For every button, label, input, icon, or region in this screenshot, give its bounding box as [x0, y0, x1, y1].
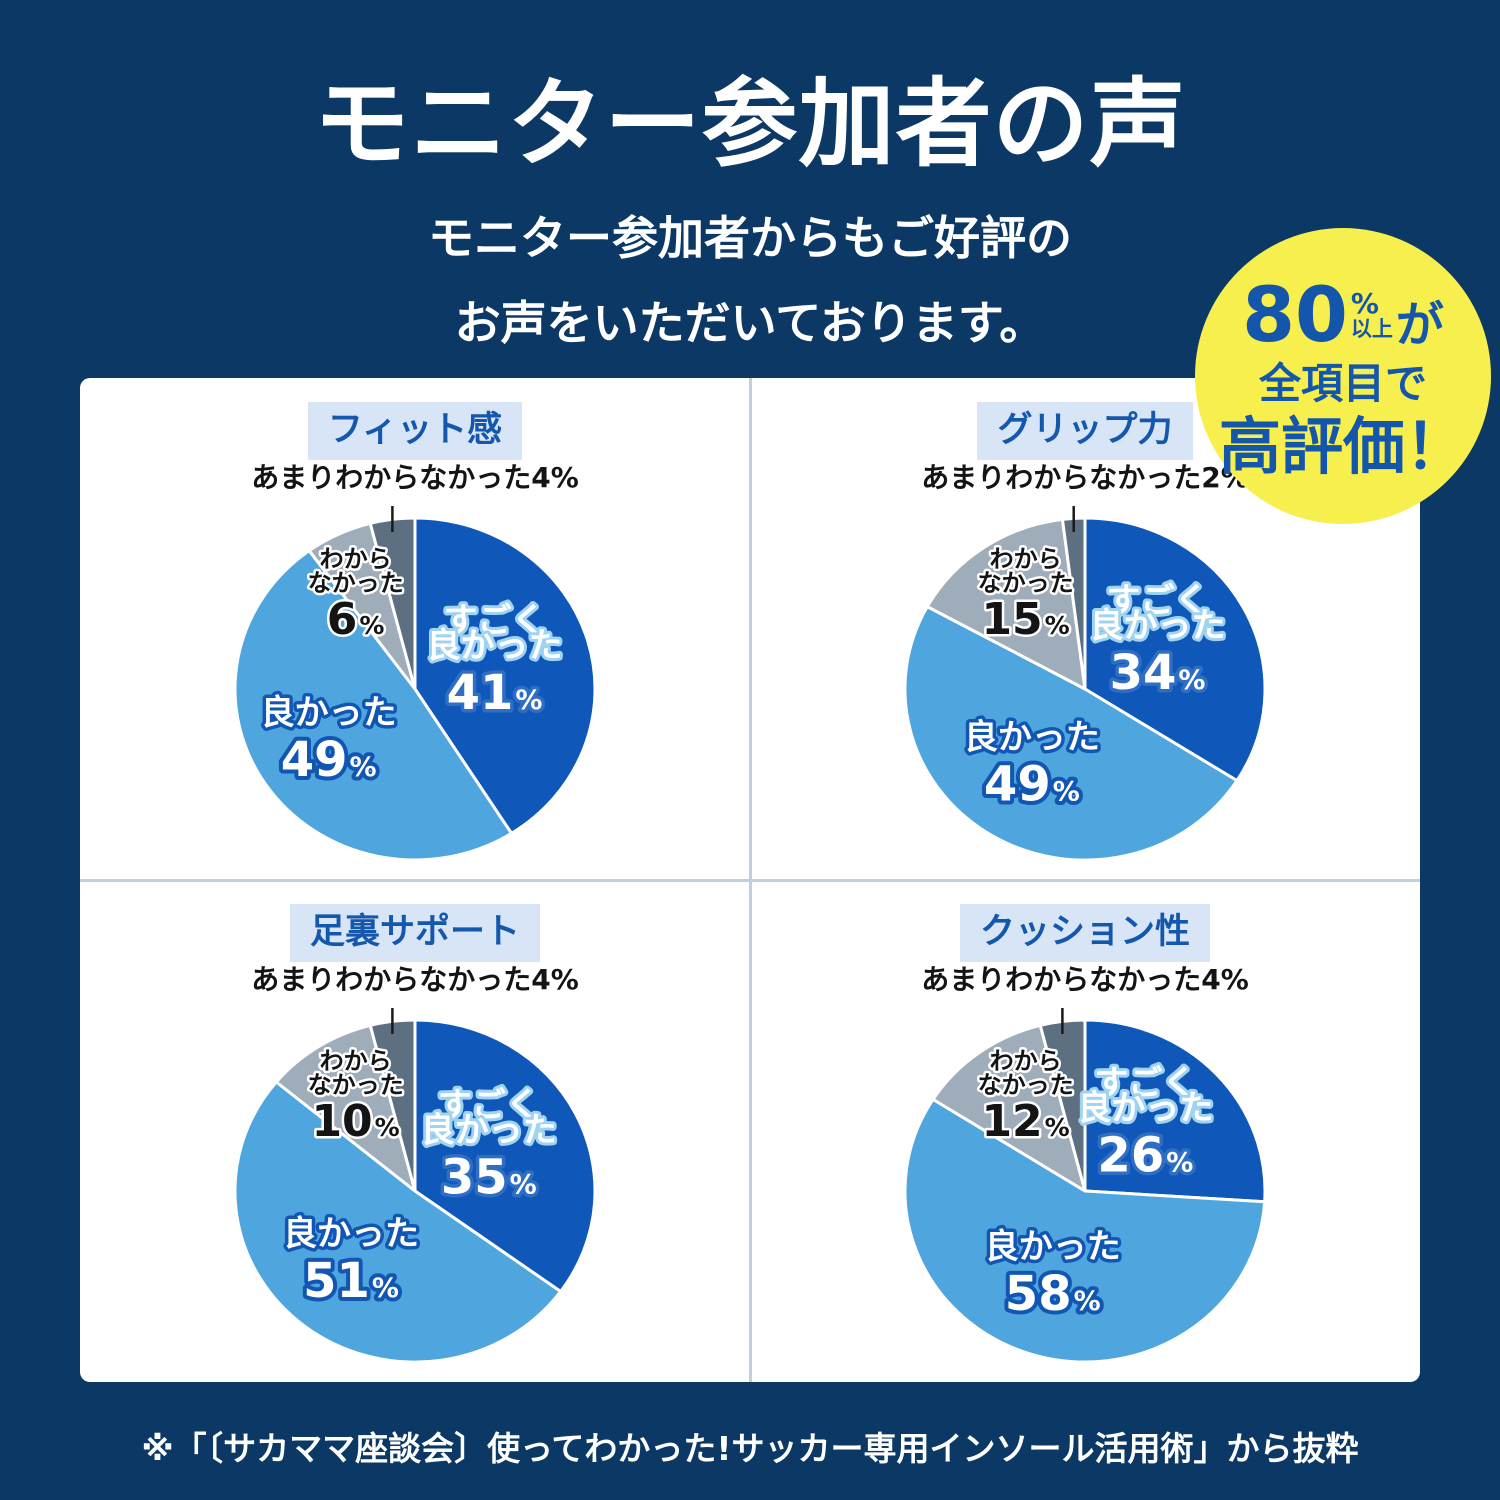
pie-slice-1 — [233, 1080, 563, 1364]
slice-label: 良かった — [985, 1227, 1121, 1267]
pie-slice-2 — [925, 517, 1087, 691]
slice-label: 良かった — [261, 693, 397, 733]
slice-value: 15% — [981, 594, 1069, 645]
slice-value: 51% — [303, 1253, 399, 1309]
chart-quadrant-cushioning: クッション性 あまりわからなかった4% すごく 良かった 26% 良かった 58% わから… — [750, 880, 1420, 1382]
page-title: モニター参加者の声 — [313, 68, 1187, 180]
slice-label: なかった — [308, 1071, 404, 1099]
badge-line-3: 高評価！ — [1218, 410, 1467, 483]
slice-value: 6% — [327, 594, 385, 645]
slice-label: なかった — [978, 1071, 1074, 1099]
subtitle: モニター参加者からもご好評の お声をいただいております。 — [0, 196, 1500, 366]
badge-line-2: 全項目で — [1258, 358, 1427, 408]
annotation-label: あまりわからなかった4% — [251, 962, 579, 996]
slice-label: なかった — [978, 569, 1074, 597]
slice-label: 良かった — [421, 1110, 557, 1150]
slice-label: すごく — [444, 601, 546, 641]
slice-label: わから — [990, 545, 1062, 573]
slice-label: わから — [320, 1047, 392, 1075]
subtitle-line-2: お声をいただいております。 — [454, 296, 1046, 351]
chart-title-chip: フィット感 — [307, 402, 523, 460]
horizontal-divider — [80, 878, 1420, 882]
slice-label: すごく — [1107, 581, 1209, 621]
slice-value: 49% — [281, 732, 377, 788]
slice-value: 35% — [441, 1149, 537, 1205]
subtitle-line-1: モニター参加者からもご好評の — [428, 211, 1072, 265]
slice-label: わから — [320, 545, 392, 573]
badge-unit-stack: % 以上 — [1350, 287, 1393, 342]
chart-title-chip: クッション性 — [959, 904, 1210, 962]
slice-label: なかった — [308, 569, 404, 597]
annotation-label: あまりわからなかった4% — [921, 962, 1249, 996]
slice-label: 良かった — [427, 626, 563, 666]
chart-quadrant-sole-support: 足裏サポート あまりわからなかった4% すごく 良かった 35% 良かった 51% わから… — [80, 880, 750, 1382]
badge-big-number: 80 — [1242, 269, 1348, 359]
pie-slice-0 — [1083, 1018, 1267, 1203]
badge-line-1: 80 % 以上 が — [1242, 269, 1444, 359]
pie-slice-2 — [931, 1023, 1087, 1193]
slice-value: 10% — [311, 1096, 399, 1147]
chart-quadrant-fit: フィット感 あまりわからなかった4% すごく 良かった 41% 良かった 49% わからな… — [80, 378, 750, 880]
highlight-badge: 80 % 以上 が 全項目で 高評価！ — [1195, 228, 1491, 524]
slice-value: 41% — [447, 665, 543, 721]
slice-label: 良かった — [1090, 606, 1226, 646]
chart-quadrant-grip: グリップ力 あまりわからなかった2% すごく 良かった 34% 良かった 49% わからな… — [750, 378, 1420, 880]
chart-title-chip: 足裏サポート — [289, 904, 540, 962]
badge-ijou: 以上 — [1350, 317, 1393, 342]
annotation-label: あまりわからなかった4% — [251, 460, 579, 494]
slice-label: わから — [990, 1047, 1062, 1075]
pie-slice-1 — [903, 1097, 1267, 1364]
annotation-label: あまりわからなかった2% — [921, 460, 1249, 494]
badge-percent-sign: % — [1350, 287, 1379, 321]
slice-value: 34% — [1110, 645, 1206, 701]
slice-value: 26% — [1097, 1127, 1193, 1183]
pie-slice-1 — [903, 604, 1239, 862]
pie-slice-0 — [413, 1018, 597, 1293]
badge-ga: が — [1395, 296, 1444, 353]
slice-value: 58% — [1005, 1266, 1101, 1322]
slice-value: 49% — [984, 756, 1080, 812]
slice-label: すごく — [1094, 1063, 1196, 1103]
slice-value: 12% — [981, 1096, 1069, 1147]
charts-panel: フィット感 あまりわからなかった4% すごく 良かった 41% 良かった 49% わからな… — [80, 378, 1420, 1382]
slice-label: 良かった — [964, 717, 1100, 757]
slice-label: すごく — [438, 1085, 540, 1125]
slice-label: 良かった — [1077, 1088, 1213, 1128]
pie-slice-1 — [233, 548, 513, 862]
footer-note: ※「〔サカママ座談会〕使ってわかった!サッカー専用インソール活用術」から抜粋 — [141, 1429, 1359, 1468]
chart-title-chip: グリップ力 — [977, 402, 1193, 460]
slice-label: 良かった — [283, 1214, 419, 1254]
